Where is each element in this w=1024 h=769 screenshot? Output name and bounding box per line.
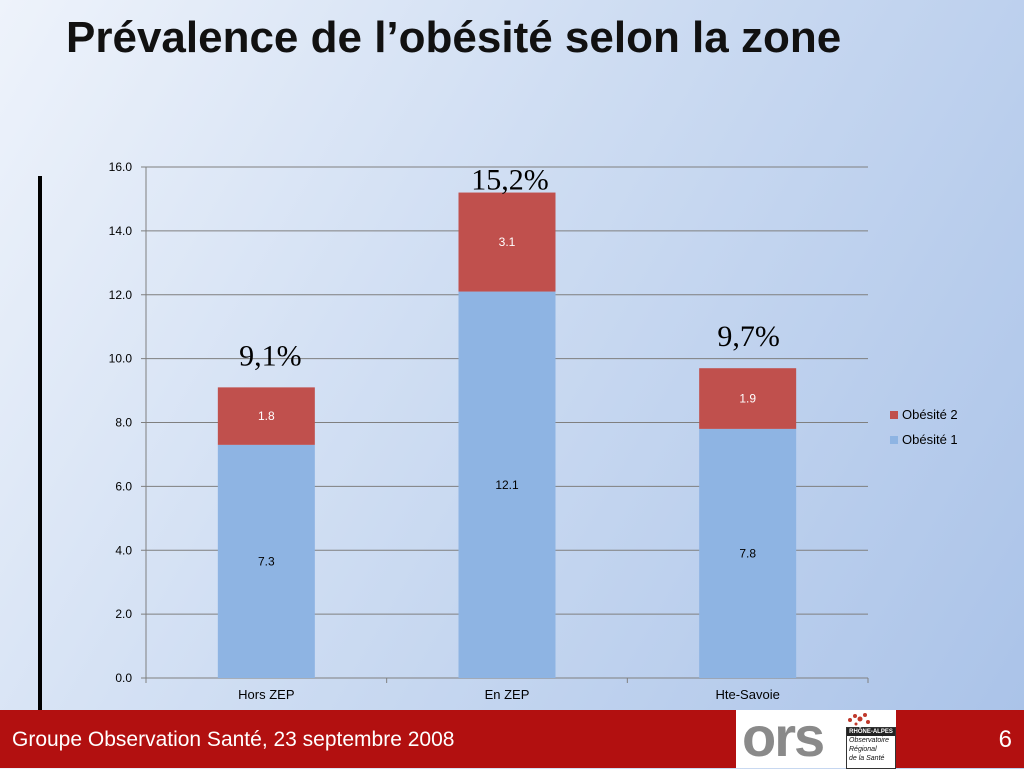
data-label: 1.8 <box>258 409 275 423</box>
logo-label-box: RHÔNE-ALPES Observatoire Régional de la … <box>846 727 896 769</box>
legend-label: Obésité 1 <box>902 432 958 447</box>
slide-title: Prévalence de l’obésité selon la zone <box>66 13 842 62</box>
footer-text: Groupe Observation Santé, 23 septembre 2… <box>12 728 455 751</box>
y-tick-label: 8.0 <box>115 416 132 430</box>
legend-swatch <box>890 411 898 419</box>
left-accent-bar <box>38 176 42 712</box>
y-tick-label: 0.0 <box>115 671 132 685</box>
footer-bar: Groupe Observation Santé, 23 septembre 2… <box>0 705 1024 769</box>
y-tick-label: 14.0 <box>109 224 133 238</box>
data-label: 7.8 <box>739 546 756 560</box>
bar-ob-sit-1 <box>699 428 797 678</box>
logo-word: ors <box>742 705 825 768</box>
y-tick-label: 16.0 <box>109 160 133 174</box>
logo-line-1: Observatoire <box>849 737 890 744</box>
total-annotation: 15,2% <box>471 164 549 197</box>
x-tick-label: Hte-Savoie <box>716 687 780 702</box>
legend-swatch <box>890 436 898 444</box>
y-tick-label: 12.0 <box>109 288 133 302</box>
ors-logo: ors RHÔNE-ALPES Observatoire Régional de… <box>736 705 896 769</box>
bar-ob-sit-2 <box>458 192 556 292</box>
y-tick-label: 10.0 <box>109 352 133 366</box>
x-tick-label: En ZEP <box>485 687 530 702</box>
x-tick-label: Hors ZEP <box>238 687 294 702</box>
total-annotation: 9,1% <box>239 339 302 372</box>
page-number: 6 <box>998 726 1012 753</box>
bar-ob-sit-2 <box>699 368 797 429</box>
data-label: 1.9 <box>739 392 756 406</box>
bar-ob-sit-1 <box>217 444 315 678</box>
logo-line-3: de la Santé <box>849 755 885 762</box>
y-tick-label: 6.0 <box>115 479 132 493</box>
logo-dots-icon <box>848 713 870 726</box>
data-label: 7.3 <box>258 554 275 568</box>
y-tick-label: 2.0 <box>115 607 132 621</box>
bar-ob-sit-2 <box>217 387 315 445</box>
bar-ob-sit-1 <box>458 291 556 678</box>
legend-label: Obésité 2 <box>902 407 958 422</box>
y-tick-label: 4.0 <box>115 543 132 557</box>
logo-line-2: Régional <box>849 746 877 753</box>
data-label: 3.1 <box>499 235 516 249</box>
data-label: 12.1 <box>495 478 519 492</box>
total-annotation: 9,7% <box>717 320 780 353</box>
logo-region: RHÔNE-ALPES <box>847 728 895 736</box>
chart: 0.0 2.0 4.0 6.0 8.0 10.0 12.0 14.0 16.0 7.3 1.8 Hor… <box>109 160 958 702</box>
